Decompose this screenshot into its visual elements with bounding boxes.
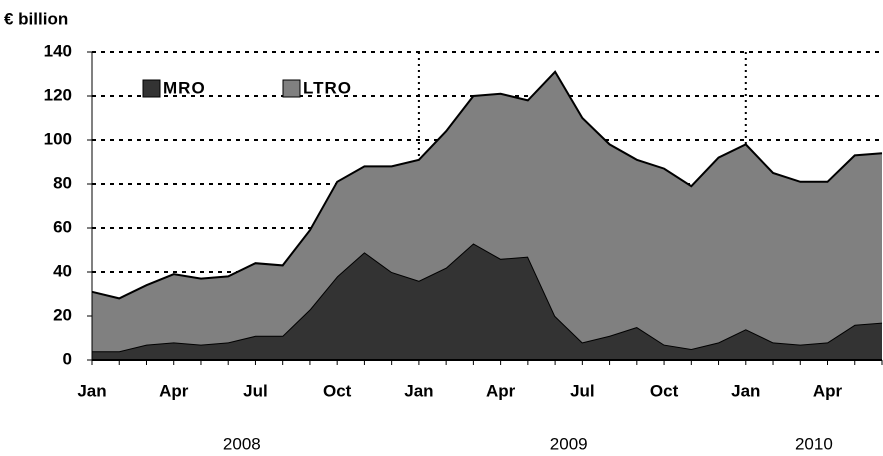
- year-label: 2010: [795, 434, 833, 453]
- x-tick-label: Jul: [243, 381, 268, 400]
- x-tick-label: Apr: [159, 381, 189, 400]
- year-label: 2008: [223, 434, 261, 453]
- x-tick-label: Jan: [404, 381, 433, 400]
- x-tick-label: Jul: [570, 381, 595, 400]
- y-tick-label: 60: [53, 217, 72, 236]
- area-outline: [92, 242, 883, 353]
- y-tick-label: 0: [63, 349, 72, 368]
- legend-label: MRO: [163, 78, 206, 97]
- y-tick-label: 20: [53, 305, 72, 324]
- legend-label: LTRO: [303, 78, 352, 97]
- legend-swatch: [142, 79, 161, 98]
- x-tick-label: Apr: [486, 381, 516, 400]
- area-outline: [91, 70, 883, 300]
- x-tick-label: Oct: [323, 381, 352, 400]
- year-label: 2009: [550, 434, 588, 453]
- x-tick-label: Oct: [650, 381, 679, 400]
- chart-title: € billion: [4, 9, 68, 28]
- y-tick-label: 120: [44, 85, 72, 104]
- y-tick-label: 140: [44, 41, 72, 60]
- y-tick-label: 40: [53, 261, 72, 280]
- area: [92, 71, 882, 352]
- x-tick-label: Apr: [813, 381, 843, 400]
- y-tick-label: 100: [44, 129, 72, 148]
- y-tick-label: 80: [53, 173, 72, 192]
- area: [92, 243, 882, 360]
- legend-swatch: [282, 79, 301, 98]
- x-tick-label: Jan: [77, 381, 106, 400]
- x-tick-label: Jan: [731, 381, 760, 400]
